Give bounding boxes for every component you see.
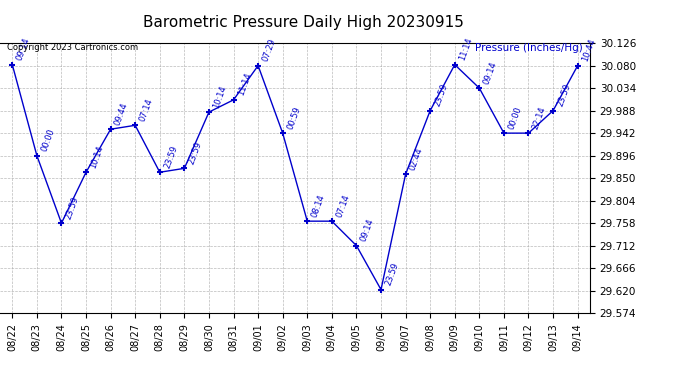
Text: Pressure (Inches/Hg): Pressure (Inches/Hg): [475, 43, 583, 53]
Text: 09:14: 09:14: [15, 36, 32, 62]
Text: 00:00: 00:00: [39, 128, 56, 153]
Text: 23:59: 23:59: [384, 261, 400, 287]
Text: 23:59: 23:59: [163, 144, 179, 170]
Text: Copyright 2023 Cartronics.com: Copyright 2023 Cartronics.com: [7, 43, 138, 52]
Text: Barometric Pressure Daily High 20230915: Barometric Pressure Daily High 20230915: [143, 15, 464, 30]
Text: 07:14: 07:14: [335, 193, 351, 218]
Text: 23:59: 23:59: [556, 82, 573, 108]
Text: 08:14: 08:14: [310, 193, 326, 218]
Text: 10:14: 10:14: [212, 84, 228, 110]
Text: 10:14: 10:14: [89, 144, 106, 170]
Text: 22:14: 22:14: [531, 105, 548, 130]
Text: 09:14: 09:14: [359, 217, 376, 243]
Text: 00:59: 00:59: [286, 105, 302, 130]
Text: 07:29: 07:29: [261, 38, 277, 63]
Text: 23:59: 23:59: [187, 140, 204, 166]
Text: 10:44: 10:44: [580, 38, 597, 63]
Text: 00:00: 00:00: [506, 105, 523, 130]
Text: 23:59: 23:59: [433, 82, 450, 108]
Text: 09:14: 09:14: [482, 60, 499, 86]
Text: 07:14: 07:14: [138, 97, 155, 123]
Text: 09:44: 09:44: [113, 101, 130, 126]
Text: 11:14: 11:14: [457, 36, 474, 62]
Text: 11:14: 11:14: [236, 72, 253, 97]
Text: 02:44: 02:44: [408, 146, 425, 171]
Text: 23:59: 23:59: [64, 195, 81, 220]
